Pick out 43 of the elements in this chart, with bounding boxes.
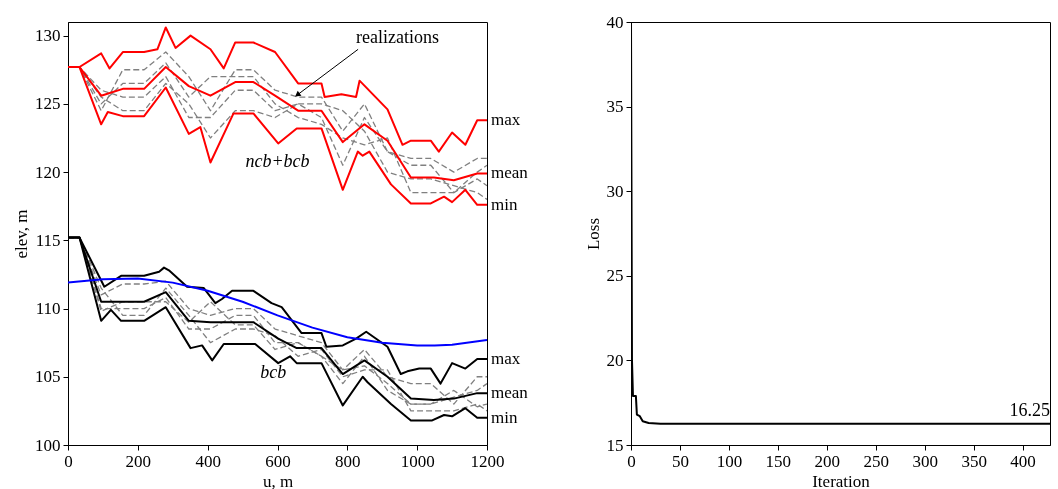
series-label: min [491,407,518,427]
x-tick-label: 200 [814,451,841,471]
annotation: 16.25 [1009,399,1050,420]
x-tick-label: 250 [863,451,889,471]
y-tick-label: 20 [606,350,624,370]
series-label: mean [491,163,529,183]
x-tick-label: 300 [912,451,938,471]
y-axis-title: elev, m [12,209,31,259]
y-tick-label: 130 [35,26,61,46]
x-tick-label: 400 [1010,451,1036,471]
y-tick-label: 115 [35,230,61,250]
y-tick-label: 100 [35,435,61,455]
x-tick-label: 100 [716,451,743,471]
x-axis-title: Iteration [812,471,871,489]
y-tick-label: 105 [35,367,61,387]
x-tick-label: 400 [195,451,221,471]
x-tick-label: 200 [125,451,152,471]
y-tick-label: 120 [35,162,61,182]
series-label: max [491,349,521,369]
x-tick-label: 800 [335,451,361,471]
y-tick-label: 35 [606,97,624,117]
annotation: bcb [260,362,287,383]
x-tick-label: 600 [265,451,291,471]
x-tick-label: 150 [765,451,792,471]
x-tick-label: 0 [627,451,636,471]
y-tick-label: 15 [606,435,624,455]
x-tick-label: 1000 [400,451,435,471]
annotation: realizations [356,27,440,48]
x-tick-label: 350 [961,451,987,471]
y-tick-label: 30 [606,181,624,201]
x-axis-title: u, m [262,471,294,489]
x-tick-label: 0 [64,451,73,471]
x-tick-label: 1200 [470,451,505,471]
series-label: mean [491,383,529,403]
x-tick-label: 50 [671,451,689,471]
y-tick-label: 110 [35,299,61,319]
y-tick-label: 125 [35,94,61,114]
y-tick-label: 40 [606,12,624,32]
series-label: max [491,110,521,130]
y-tick-label: 25 [606,266,624,286]
series-label: min [491,194,518,214]
annotation: ncb+bcb [245,150,310,171]
y-axis-title: Loss [583,217,603,251]
